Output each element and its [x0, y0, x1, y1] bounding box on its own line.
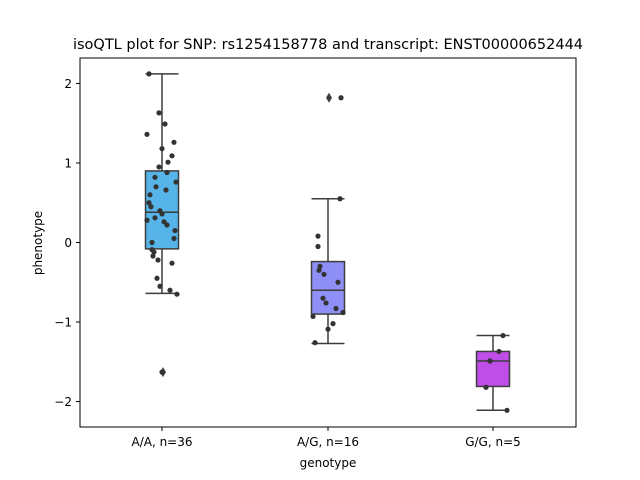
data-point [148, 204, 154, 210]
data-point [163, 187, 169, 193]
x-tick-label: A/G, n=16 [297, 435, 359, 449]
data-point [162, 121, 168, 127]
data-point [321, 271, 327, 277]
data-point [152, 174, 158, 180]
data-point [159, 146, 165, 152]
data-point [504, 407, 510, 413]
x-tick-label: A/A, n=36 [131, 435, 192, 449]
data-point [169, 260, 175, 266]
data-point [164, 169, 170, 176]
data-point [325, 326, 331, 332]
data-point [317, 263, 323, 269]
data-point [149, 239, 155, 246]
data-point [146, 200, 152, 206]
data-point [156, 110, 162, 116]
data-point [487, 358, 493, 364]
data-point [500, 332, 506, 339]
box [310, 260, 346, 315]
data-point [323, 300, 329, 306]
data-point [312, 340, 318, 346]
data-point [315, 233, 321, 239]
data-point [172, 227, 178, 234]
data-point [154, 275, 160, 281]
data-point [165, 159, 171, 165]
data-point [173, 179, 179, 185]
y-tick-label: 2 [64, 77, 72, 91]
box-group [144, 73, 180, 378]
data-point [167, 287, 173, 293]
data-point [144, 131, 150, 137]
data-point [147, 192, 153, 198]
box [475, 350, 511, 388]
y-tick-label: 0 [64, 236, 72, 250]
box-group [310, 92, 346, 345]
x-tick-label: G/G, n=5 [465, 435, 521, 449]
y-tick-label: −2 [54, 395, 72, 409]
data-point [152, 215, 158, 221]
outlier-marker [326, 92, 332, 103]
data-point [496, 348, 502, 355]
data-point [338, 95, 344, 101]
data-point [171, 139, 177, 145]
data-point [315, 243, 321, 250]
data-point [171, 235, 177, 242]
y-tick-label: −1 [54, 316, 72, 330]
box-group [475, 334, 511, 412]
y-tick-label: 1 [64, 156, 72, 170]
chart-title: isoQTL plot for SNP: rs1254158778 and tr… [73, 37, 583, 53]
data-point [330, 321, 336, 327]
y-axis-label: phenotype [31, 211, 45, 275]
data-point [337, 196, 343, 202]
data-point [159, 211, 165, 217]
data-point [310, 313, 316, 320]
data-point [169, 153, 175, 159]
data-point [156, 164, 162, 170]
data-point [340, 309, 346, 316]
data-point [151, 249, 157, 255]
data-point [159, 369, 165, 375]
data-point [155, 257, 161, 263]
data-point [335, 279, 341, 285]
x-axis-label: genotype [300, 456, 357, 470]
data-point [316, 267, 322, 273]
data-point [174, 291, 180, 297]
data-point [333, 305, 339, 312]
data-point [150, 253, 156, 259]
data-point [157, 283, 163, 289]
data-point [153, 184, 159, 190]
data-point [483, 384, 489, 390]
data-point [320, 295, 326, 301]
data-point [164, 222, 170, 228]
data-point [146, 71, 152, 77]
data-point [144, 217, 150, 223]
